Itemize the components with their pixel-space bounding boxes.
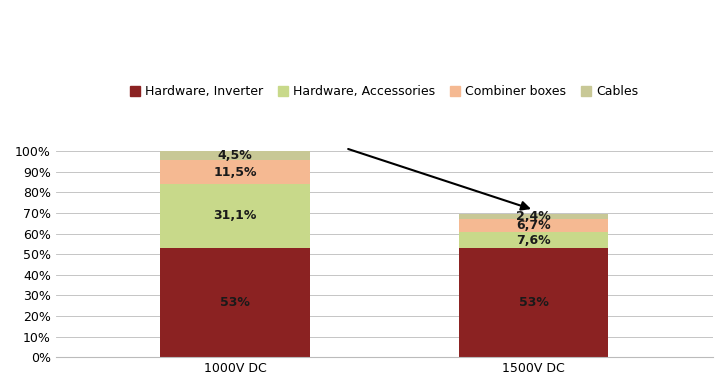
Text: 6,7%: 6,7%: [516, 219, 551, 232]
Text: 4,5%: 4,5%: [218, 149, 253, 162]
Text: 2,4%: 2,4%: [516, 209, 551, 223]
Bar: [459, 214, 609, 218]
Text: 11,5%: 11,5%: [213, 166, 257, 179]
Bar: [160, 248, 309, 357]
Bar: [160, 160, 309, 184]
Bar: [160, 151, 309, 160]
Bar: [459, 248, 609, 357]
Text: 53%: 53%: [519, 296, 549, 309]
Bar: [459, 218, 609, 232]
Legend: Hardware, Inverter, Hardware, Accessories, Combiner boxes, Cables: Hardware, Inverter, Hardware, Accessorie…: [125, 80, 644, 103]
Bar: [459, 232, 609, 248]
Text: 31,1%: 31,1%: [213, 209, 257, 222]
Text: 53%: 53%: [220, 296, 250, 309]
Text: 7,6%: 7,6%: [516, 234, 551, 247]
Bar: [160, 184, 309, 248]
